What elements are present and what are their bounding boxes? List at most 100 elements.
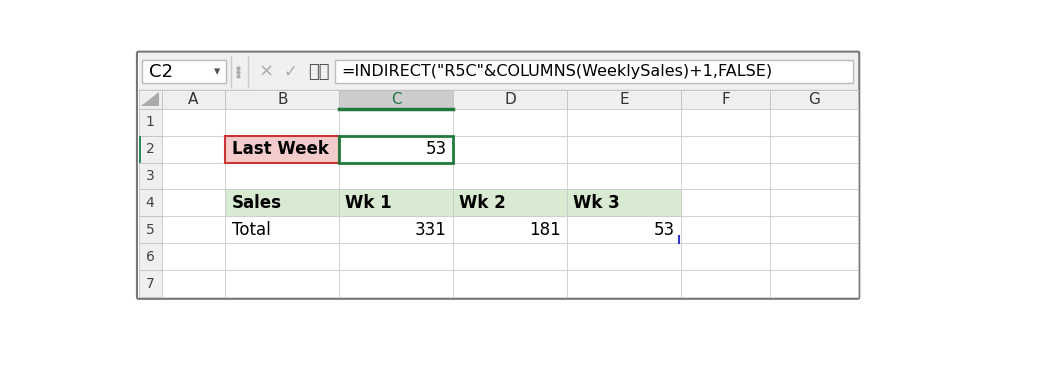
Bar [681, 136, 770, 163]
Bar [339, 90, 453, 109]
Bar [138, 190, 162, 216]
Bar [138, 90, 162, 109]
FancyBboxPatch shape [137, 52, 859, 299]
Bar [567, 190, 681, 216]
Text: 331: 331 [415, 221, 447, 239]
Bar [681, 270, 770, 297]
Bar [138, 53, 858, 90]
Bar [681, 190, 770, 216]
Bar [339, 216, 453, 243]
Bar [225, 90, 339, 109]
Bar [681, 163, 770, 190]
Bar [453, 109, 567, 136]
Bar [567, 90, 681, 109]
Bar [335, 60, 854, 83]
Text: Wk 1: Wk 1 [345, 194, 392, 212]
Bar [567, 109, 681, 136]
Text: D: D [504, 92, 516, 107]
Text: 4: 4 [145, 196, 155, 210]
Text: 7: 7 [145, 277, 155, 291]
Bar [225, 216, 339, 243]
Bar [138, 109, 162, 136]
Bar [339, 270, 453, 297]
Bar [453, 136, 567, 163]
Text: A: A [188, 92, 199, 107]
Bar [770, 136, 858, 163]
Text: Sales: Sales [231, 194, 281, 212]
Text: 3: 3 [145, 169, 155, 183]
Bar [162, 270, 225, 297]
Bar [225, 136, 339, 163]
Bar [770, 243, 858, 270]
Bar [339, 243, 453, 270]
Bar [225, 163, 339, 190]
Bar [339, 136, 453, 163]
Bar [770, 109, 858, 136]
Bar [162, 136, 225, 163]
Bar [138, 270, 162, 297]
Bar [339, 190, 453, 216]
Text: 1: 1 [145, 115, 155, 129]
Bar [138, 136, 141, 163]
Bar [162, 243, 225, 270]
Text: 181: 181 [529, 221, 561, 239]
Bar [453, 270, 567, 297]
Bar [225, 136, 339, 163]
Bar [453, 216, 567, 243]
Text: Wk 3: Wk 3 [573, 194, 620, 212]
Bar [567, 216, 681, 243]
Bar [453, 190, 567, 216]
Text: C2: C2 [149, 63, 173, 81]
Bar [770, 270, 858, 297]
Bar [162, 190, 225, 216]
Bar [770, 216, 858, 243]
Bar [453, 190, 567, 216]
Bar [567, 136, 681, 163]
Text: E: E [619, 92, 629, 107]
Text: ✓: ✓ [283, 63, 297, 81]
Text: Wk 2: Wk 2 [459, 194, 506, 212]
Bar [162, 90, 225, 109]
Bar [162, 216, 225, 243]
Bar [162, 163, 225, 190]
Bar [681, 109, 770, 136]
Bar [567, 243, 681, 270]
Bar [225, 270, 339, 297]
Bar [162, 109, 225, 136]
Bar [225, 190, 339, 216]
Text: 53: 53 [654, 221, 675, 239]
Bar [138, 216, 162, 243]
Text: Last Week: Last Week [231, 140, 328, 158]
Polygon shape [141, 92, 159, 106]
Bar [138, 136, 162, 163]
Text: Total: Total [231, 221, 270, 239]
Bar [225, 190, 339, 216]
Bar [339, 109, 453, 136]
Bar [453, 163, 567, 190]
Bar [138, 243, 162, 270]
Text: 6: 6 [145, 250, 155, 264]
Bar [770, 163, 858, 190]
Text: ×: × [258, 63, 274, 81]
Bar [138, 163, 162, 190]
Text: 53: 53 [426, 140, 447, 158]
Bar [339, 136, 453, 163]
Text: 5: 5 [145, 223, 155, 237]
Text: 𝑓𝑥: 𝑓𝑥 [309, 63, 329, 81]
Bar [142, 60, 226, 83]
Text: B: B [277, 92, 288, 107]
Bar [770, 90, 858, 109]
Bar [567, 270, 681, 297]
Bar [225, 243, 339, 270]
Bar [339, 163, 453, 190]
Bar [567, 190, 681, 216]
Text: C: C [391, 92, 402, 107]
Bar [453, 243, 567, 270]
Bar [225, 109, 339, 136]
Bar [681, 216, 770, 243]
Bar [681, 90, 770, 109]
Bar [453, 90, 567, 109]
Text: 2: 2 [145, 142, 155, 156]
Text: ▾: ▾ [213, 65, 220, 78]
Bar [567, 163, 681, 190]
